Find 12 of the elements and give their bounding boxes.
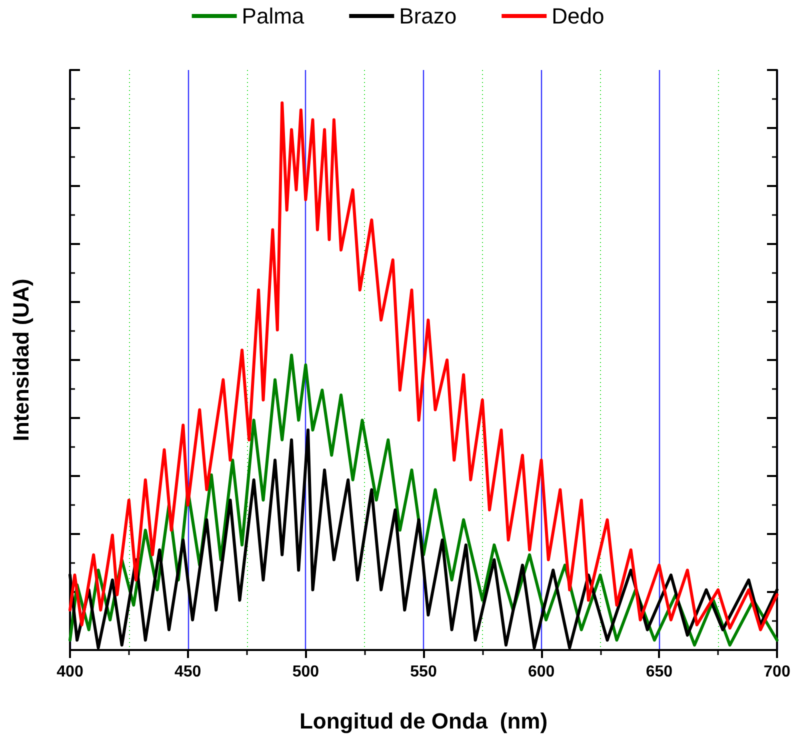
x-tick-label: 400 (56, 664, 84, 680)
legend-label: Dedo (552, 4, 604, 28)
legend-label: Brazo (399, 4, 457, 28)
x-tick-label: 550 (410, 664, 437, 680)
x-tick-label: 450 (174, 664, 202, 680)
x-axis-title: Longitud de Onda (nm) (299, 708, 548, 734)
x-tick-label: 600 (528, 664, 555, 680)
x-tick-label: 500 (292, 664, 320, 680)
x-tick-label: 650 (646, 664, 673, 680)
legend-label: Palma (242, 4, 305, 28)
y-axis-title: Intensidad (UA) (8, 278, 34, 442)
x-tick-label: 700 (764, 664, 790, 680)
